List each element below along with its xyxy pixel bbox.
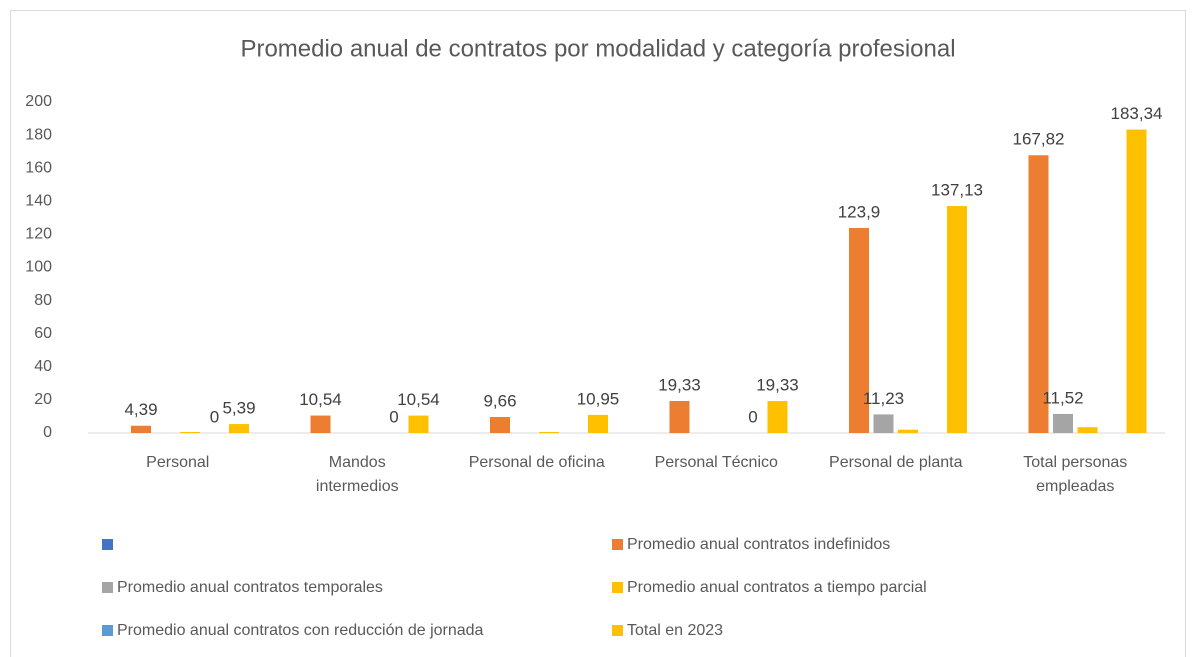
chart-title: Promedio anual de contratos por modalida…	[240, 35, 955, 62]
legend-swatch	[612, 582, 623, 593]
bar	[849, 227, 869, 433]
data-label: 19,33	[658, 375, 701, 394]
legend-swatch	[612, 539, 623, 550]
legend-swatch	[612, 625, 623, 636]
bar	[898, 429, 918, 433]
bar	[588, 414, 608, 433]
x-tick-label: Personal	[146, 454, 209, 471]
data-label: 0	[389, 407, 398, 426]
legend-label: Promedio anual contratos a tiempo parcia…	[627, 579, 927, 596]
y-tick-label: 100	[25, 259, 52, 276]
bar	[1126, 129, 1147, 433]
bar	[310, 415, 331, 433]
y-tick-label: 20	[34, 391, 52, 408]
x-tick-label: Personal de oficina	[469, 454, 605, 471]
data-label: 9,66	[483, 391, 516, 410]
bar	[1053, 413, 1073, 433]
data-label: 0	[210, 407, 219, 426]
x-tick-label: Personal de planta	[829, 454, 963, 471]
chart-border	[10, 10, 1186, 657]
bar	[229, 424, 249, 433]
bar	[180, 432, 200, 433]
data-label: 5,39	[222, 399, 255, 418]
data-label: 10,54	[299, 390, 342, 409]
bar	[539, 432, 559, 433]
data-label: 4,39	[124, 400, 157, 419]
bar	[1028, 155, 1049, 433]
bar	[669, 401, 690, 433]
legend-label: Promedio anual contratos indefinidos	[627, 536, 890, 553]
y-tick-label: 200	[25, 93, 52, 110]
x-tick-label: Total personas empleadas	[1023, 454, 1127, 495]
legend-swatch	[102, 582, 113, 593]
bar	[767, 401, 788, 433]
data-label: 11,52	[1042, 388, 1083, 407]
data-label: 167,82	[1013, 130, 1065, 149]
y-tick-label: 60	[34, 325, 52, 342]
y-tick-label: 80	[34, 292, 52, 309]
y-tick-label: 180	[25, 126, 52, 143]
bar	[490, 417, 510, 433]
data-label: 19,33	[756, 375, 799, 394]
legend-swatch	[102, 625, 113, 636]
data-label: 183,34	[1111, 104, 1163, 123]
y-tick-label: 160	[25, 159, 52, 176]
x-tick-label: Personal Técnico	[655, 454, 778, 471]
y-tick-label: 140	[25, 193, 52, 210]
y-tick-label: 0	[43, 424, 52, 441]
bar	[873, 414, 894, 433]
legend-label: Promedio anual contratos con reducción d…	[117, 622, 484, 639]
bar	[1077, 427, 1098, 433]
legend-label: Total en 2023	[627, 622, 723, 639]
x-tick-label: Mandos intermedios	[316, 454, 399, 495]
legend-label: Promedio anual contratos temporales	[117, 579, 383, 596]
bar	[131, 425, 151, 433]
legend-swatch	[102, 539, 113, 550]
bar	[408, 415, 429, 433]
bar	[947, 206, 967, 433]
data-label: 10,54	[397, 390, 440, 409]
data-label: 11,23	[863, 389, 904, 408]
data-label: 10,95	[577, 389, 620, 408]
data-label: 123,9	[838, 202, 881, 221]
y-tick-label: 40	[34, 358, 52, 375]
y-tick-label: 120	[25, 226, 52, 243]
data-label: 0	[748, 407, 757, 426]
data-label: 137,13	[931, 181, 983, 200]
